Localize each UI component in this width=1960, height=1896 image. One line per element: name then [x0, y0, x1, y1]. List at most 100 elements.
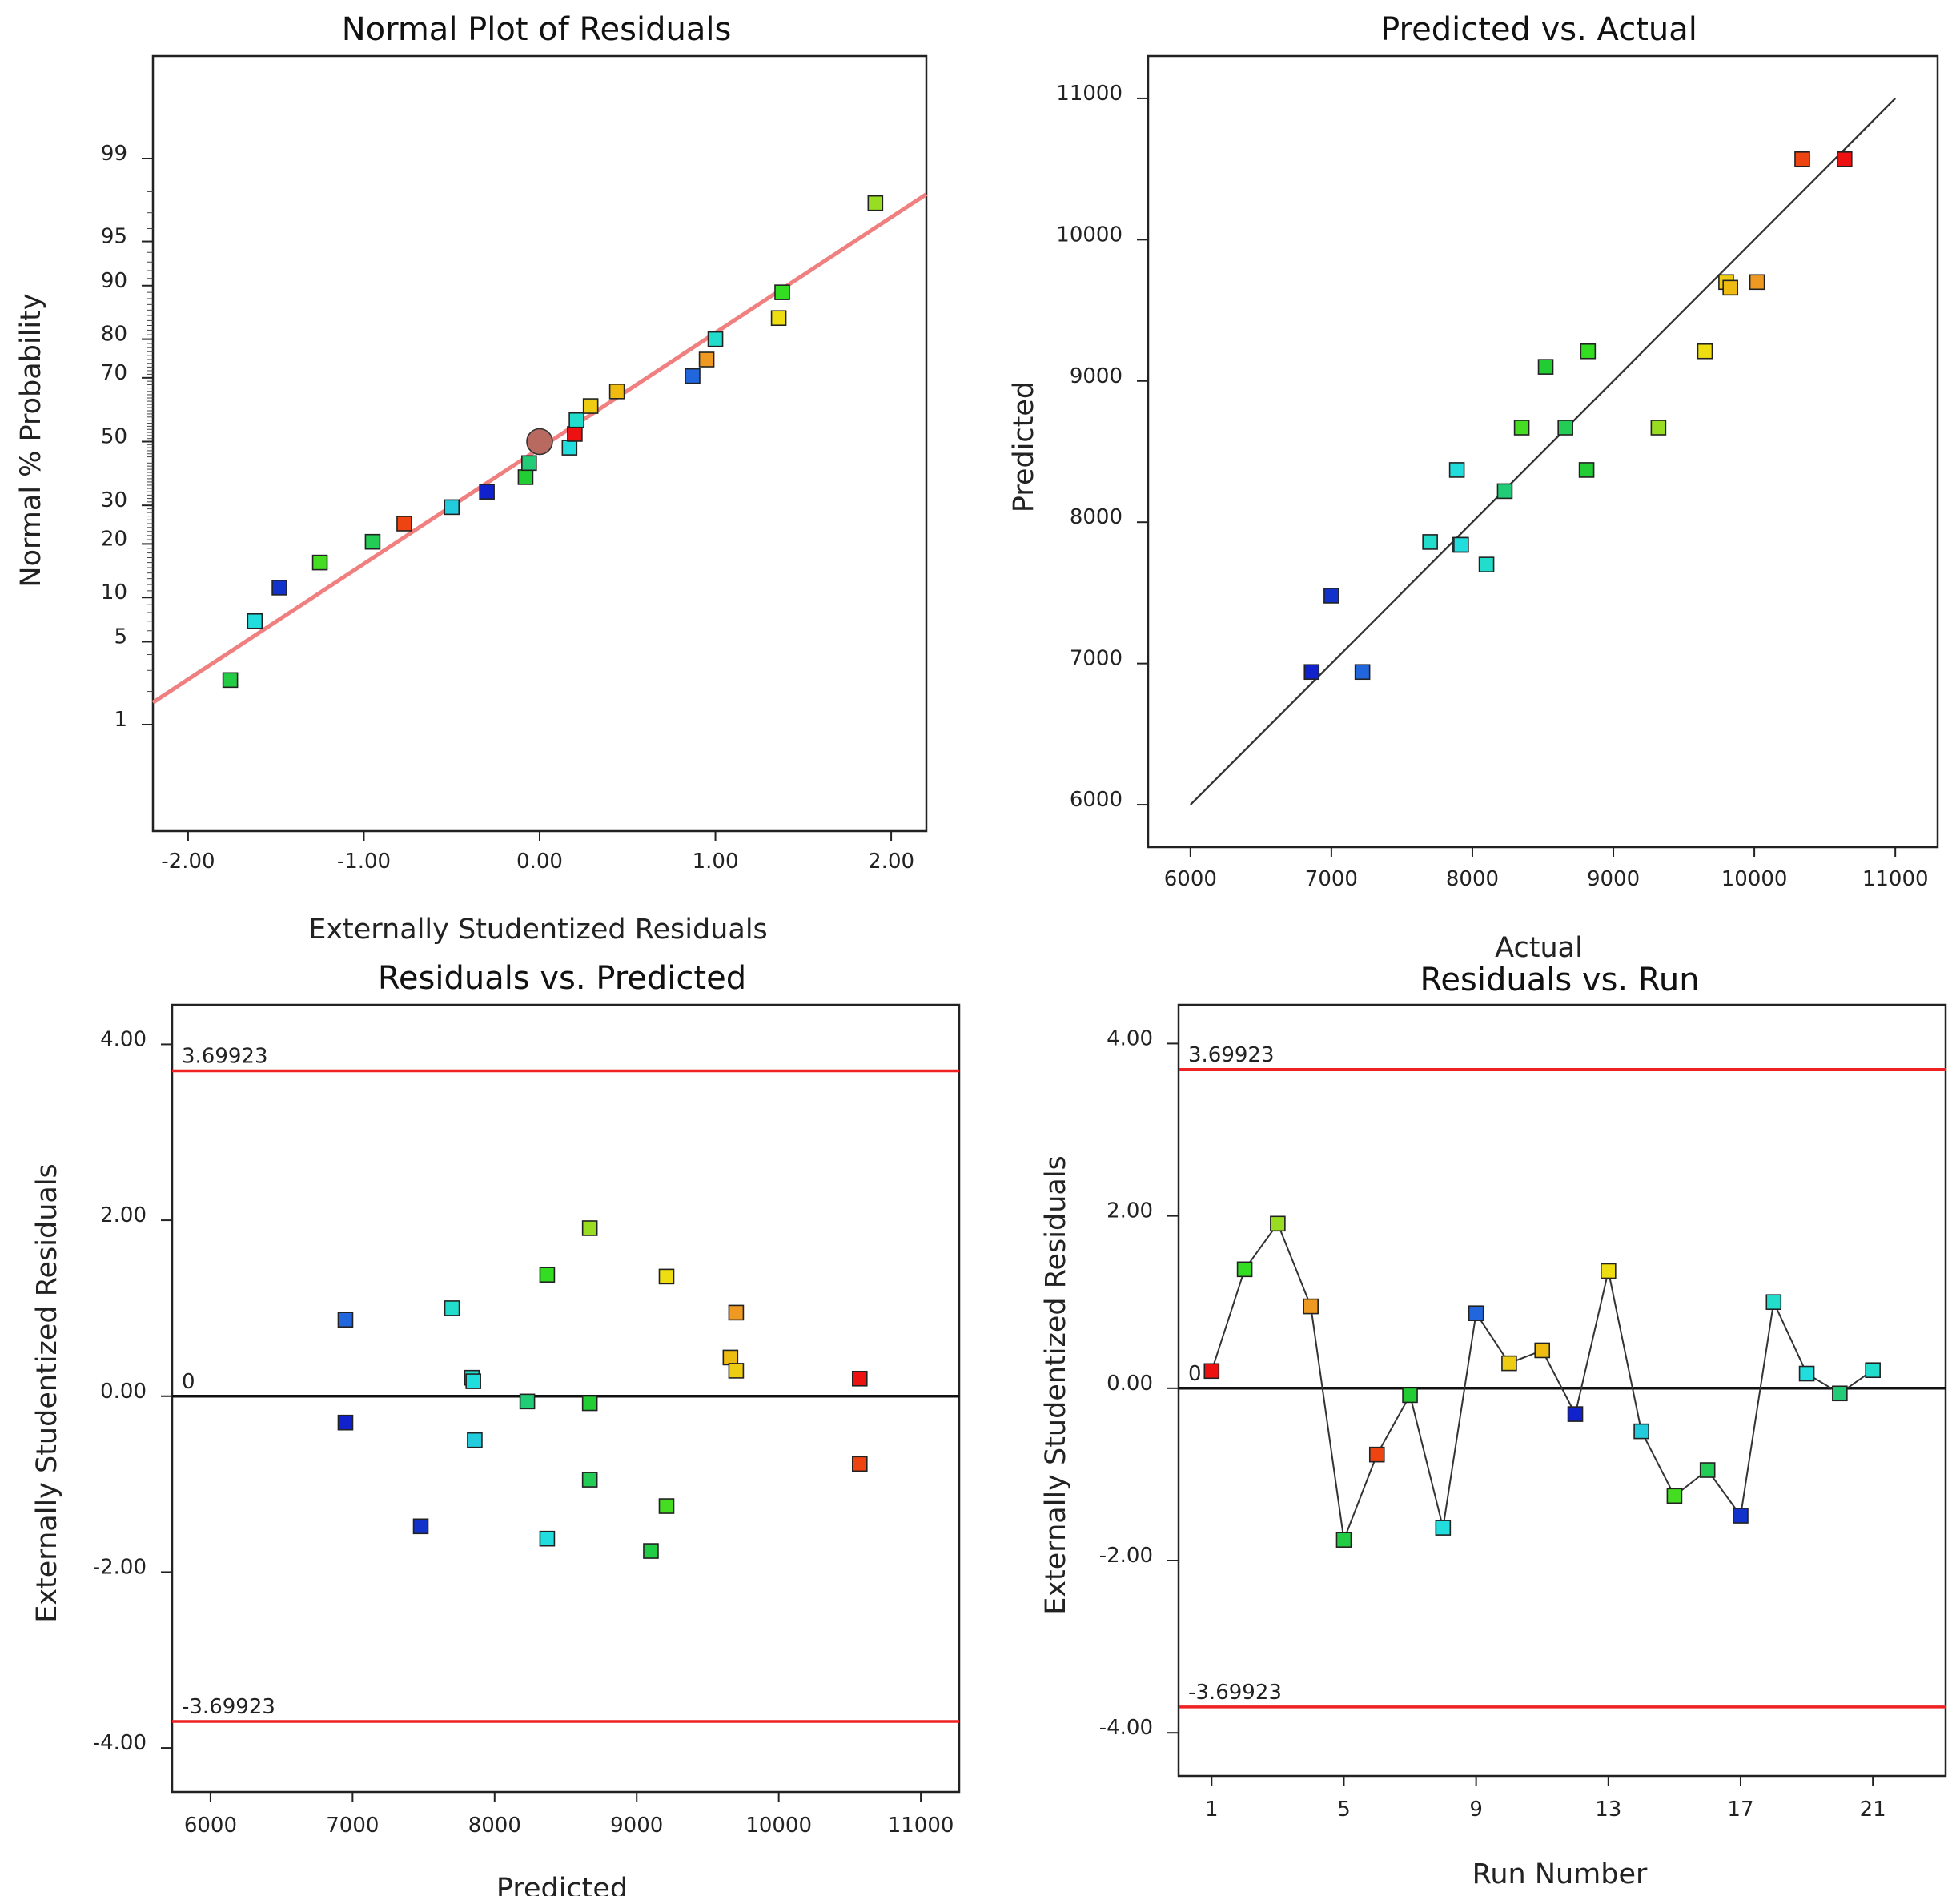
rr-series-line — [1211, 1222, 1874, 1544]
pa-y-tick-label: 11000 — [1056, 82, 1123, 106]
rr-point — [1270, 1215, 1286, 1232]
rr-point — [1601, 1263, 1617, 1279]
rr-point — [1534, 1342, 1551, 1359]
pa-point — [1453, 536, 1469, 553]
normal-plot-panel: Normal Plot of Residuals Externally Stud… — [15, 11, 928, 946]
pa-point — [1557, 420, 1573, 436]
rr-point — [1236, 1261, 1253, 1278]
normal-point — [685, 368, 701, 384]
residuals-vs-predicted-x-label: Predicted — [496, 1873, 628, 1896]
rr-point — [1435, 1520, 1452, 1536]
normal-point — [479, 484, 495, 500]
rp-point — [444, 1300, 460, 1316]
pa-x-tick-label: 10000 — [1721, 867, 1788, 891]
rr-point — [1633, 1423, 1649, 1440]
pa-point — [1836, 151, 1853, 167]
rp-point — [539, 1530, 556, 1547]
normal-y-tick-label: 70 — [101, 361, 127, 385]
pa-reference-line — [1189, 98, 1897, 805]
normal-point — [396, 516, 412, 532]
rp-x-tick-label: 7000 — [326, 1814, 379, 1838]
normal-y-tick-label: 80 — [101, 323, 127, 347]
rr-point — [1765, 1294, 1782, 1311]
pa-point — [1496, 483, 1513, 500]
rr-point — [1832, 1385, 1848, 1402]
residuals-vs-predicted-title: Residuals vs. Predicted — [378, 960, 746, 997]
rr-point — [1699, 1462, 1716, 1478]
pa-y-tick-label: 8000 — [1070, 505, 1123, 529]
rr-x-tick-label: 17 — [1727, 1798, 1753, 1822]
normal-plot-title: Normal Plot of Residuals — [342, 11, 732, 48]
residuals-vs-run-x-label: Run Number — [1472, 1858, 1648, 1890]
rp-point — [467, 1432, 483, 1448]
normal-point — [271, 580, 287, 596]
pa-point — [1650, 420, 1667, 436]
rr-point — [1666, 1488, 1683, 1504]
rr-x-tick-label: 13 — [1595, 1798, 1621, 1822]
rp-y-tick-label: 4.00 — [100, 1027, 147, 1051]
rr-x-tick-label: 9 — [1469, 1798, 1483, 1822]
rp-point — [337, 1312, 354, 1328]
pa-point — [1513, 420, 1530, 436]
rr-point — [1733, 1508, 1749, 1524]
normal-point — [867, 195, 884, 211]
normal-point — [561, 440, 578, 456]
normal-point — [568, 412, 584, 428]
rp-point — [581, 1472, 598, 1488]
normal-y-tick-label: 5 — [114, 625, 127, 649]
pa-point — [1578, 462, 1595, 478]
residuals-vs-predicted-frame — [171, 1003, 961, 1794]
normal-x-tick-label: -2.00 — [161, 850, 215, 874]
normal-point — [698, 351, 715, 368]
predicted-vs-actual-frame — [1147, 54, 1939, 849]
rr-y-tick-label: 2.00 — [1107, 1199, 1153, 1223]
rp-point — [465, 1373, 481, 1389]
pa-point — [1794, 151, 1810, 167]
rr-point — [1203, 1363, 1220, 1380]
rr-point — [1402, 1387, 1418, 1404]
rp-y-tick-label: 0.00 — [100, 1380, 147, 1404]
rr-upper-limit-label: 3.69923 — [1188, 1043, 1275, 1067]
pa-point — [1323, 588, 1339, 604]
normal-point — [608, 384, 625, 400]
normal-point — [707, 331, 724, 347]
rp-point — [851, 1456, 868, 1472]
predicted-vs-actual-y-label: Predicted — [1008, 381, 1040, 512]
rp-point — [643, 1543, 659, 1559]
pa-point — [1354, 664, 1371, 681]
pa-x-tick-label: 6000 — [1164, 867, 1217, 891]
normal-y-tick-label: 95 — [101, 225, 127, 249]
rp-upper-limit-label: 3.69923 — [182, 1044, 268, 1068]
normal-y-tick-label: 90 — [101, 269, 127, 293]
pa-y-tick-label: 10000 — [1056, 223, 1123, 247]
residuals-vs-run-panel: Residuals vs. Run Run Number Externally … — [1040, 962, 1947, 1890]
normal-x-tick-label: -1.00 — [337, 850, 391, 874]
normal-y-tick-label: 99 — [101, 142, 127, 166]
rp-y-tick-label: 2.00 — [100, 1203, 147, 1227]
pa-y-tick-label: 9000 — [1070, 364, 1123, 388]
rr-y-tick-label: 0.00 — [1107, 1372, 1153, 1396]
residuals-vs-predicted-y-label: Externally Studentized Residuals — [31, 1163, 63, 1623]
normal-x-tick-label: 1.00 — [693, 850, 739, 874]
normal-point — [770, 310, 787, 327]
normal-point — [222, 672, 239, 689]
rr-y-tick-label: -2.00 — [1099, 1544, 1153, 1568]
pa-point — [1422, 534, 1438, 550]
rp-point — [851, 1370, 868, 1387]
rp-x-tick-label: 9000 — [610, 1814, 663, 1838]
rp-point — [658, 1498, 675, 1514]
normal-point — [311, 554, 328, 571]
predicted-vs-actual-title: Predicted vs. Actual — [1380, 11, 1697, 48]
normal-plot-y-label: Normal % Probability — [15, 293, 47, 587]
rr-zero-label: 0 — [1188, 1362, 1202, 1386]
normal-point — [521, 455, 537, 472]
pa-y-tick-label: 6000 — [1070, 788, 1123, 812]
rp-point — [728, 1363, 745, 1379]
rr-x-tick-label: 21 — [1860, 1798, 1886, 1822]
rp-point — [539, 1267, 556, 1283]
rp-y-tick-label: -2.00 — [93, 1555, 147, 1579]
normal-point — [444, 499, 460, 516]
rr-y-tick-label: 4.00 — [1107, 1026, 1153, 1050]
normal-point — [364, 533, 381, 550]
